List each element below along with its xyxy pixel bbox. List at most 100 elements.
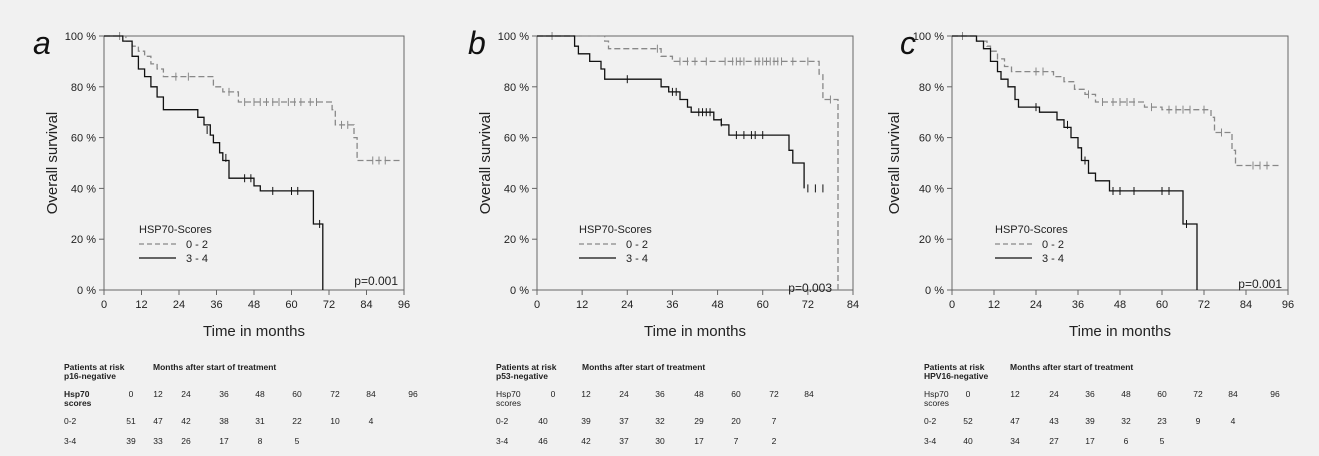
x-tick-label: 0: [534, 299, 540, 311]
x-tick-label: 60: [757, 299, 769, 311]
y-axis: 0 % 20 % 40 % 60 % 80 % 100 %: [913, 31, 952, 297]
risk-count: 17: [219, 436, 229, 446]
risk-month: 12: [153, 389, 163, 399]
risk-count: 9: [1195, 416, 1201, 426]
risk-count: 42: [181, 416, 191, 426]
risk-count: 52: [963, 416, 973, 426]
risk-count: 51: [126, 416, 136, 426]
risk-count: 17: [1085, 436, 1095, 446]
x-tick-label: 36: [666, 299, 678, 311]
risk-count: 23: [1157, 416, 1167, 426]
risk-count: 33: [153, 436, 163, 446]
risk-count: 37: [619, 416, 629, 426]
y-tick-label: 80 %: [919, 82, 944, 94]
y-tick-label: 0 %: [925, 285, 944, 297]
risk-month: 72: [330, 389, 340, 399]
y-tick-label: 60 %: [71, 133, 96, 145]
x-tick-label: 72: [802, 299, 814, 311]
risk-count: 39: [581, 416, 591, 426]
risk-row-label: 0-2: [924, 416, 937, 426]
y-tick-label: 80 %: [71, 82, 96, 94]
x-tick-label: 60: [285, 299, 297, 311]
x-tick-label: 48: [1114, 299, 1126, 311]
risk-count: 4: [1230, 416, 1236, 426]
x-axis: 0 12 24 36 48 60 72 84 96: [101, 290, 410, 311]
risk-month: 72: [1193, 389, 1203, 399]
risk-month: 84: [804, 389, 814, 399]
risk-title-line2: HPV16-negative: [924, 371, 989, 381]
risk-title-line2: p16-negative: [64, 371, 116, 381]
risk-count: 7: [733, 436, 739, 446]
risk-row-label: 3-4: [924, 436, 937, 446]
risk-count: 40: [538, 416, 548, 426]
km-chart-a: a 0 % 20 % 40 % 60 % 80 % 100 % 0 12 24 36 48 60 72…: [33, 25, 410, 340]
risk-count: 10: [330, 416, 340, 426]
risk-count: 7: [771, 416, 777, 426]
legend-entry-3-4: 3 - 4: [626, 253, 648, 265]
risk-month: 84: [366, 389, 376, 399]
risk-title-line1: Patients at risk: [496, 362, 557, 372]
risk-count: 4: [368, 416, 374, 426]
survival-curve-scores-3-4: [952, 35, 1198, 290]
y-tick-label: 60 %: [919, 133, 944, 145]
risk-month: 24: [1049, 389, 1059, 399]
x-tick-label: 24: [173, 299, 185, 311]
risk-count: 2: [771, 436, 777, 446]
risk-month: 48: [1121, 389, 1131, 399]
survival-curve-scores-0-2: [537, 35, 839, 290]
series-group: [537, 32, 839, 290]
legend-title: HSP70-Scores: [579, 224, 652, 236]
legend-entry-0-2: 0 - 2: [626, 239, 648, 251]
risk-month: 36: [1085, 389, 1095, 399]
y-tick-label: 40 %: [919, 183, 944, 195]
y-tick-label: 40 %: [71, 183, 96, 195]
risk-month: 60: [731, 389, 741, 399]
y-tick-label: 60 %: [504, 133, 529, 145]
y-tick-label: 0 %: [77, 285, 96, 297]
risk-count: 46: [538, 436, 548, 446]
y-tick-label: 0 %: [510, 285, 529, 297]
risk-month: 36: [219, 389, 229, 399]
survival-curve-scores-3-4: [537, 35, 805, 189]
risk-count: 31: [255, 416, 265, 426]
x-tick-label: 96: [398, 299, 410, 311]
x-axis-label: Time in months: [203, 323, 305, 340]
risk-count: 32: [1121, 416, 1131, 426]
legend-entry-3-4: 3 - 4: [1042, 253, 1064, 265]
x-tick-label: 0: [949, 299, 955, 311]
legend: HSP70-Scores 0 - 2 3 - 4: [139, 224, 212, 265]
risk-month: 48: [694, 389, 704, 399]
x-tick-label: 48: [248, 299, 260, 311]
x-tick-label: 12: [576, 299, 588, 311]
risk-month: 24: [619, 389, 629, 399]
risk-month: 96: [1270, 389, 1280, 399]
x-tick-label: 60: [1156, 299, 1168, 311]
risk-month: 0: [550, 389, 556, 399]
risk-header: Months after start of treatment: [1010, 362, 1134, 372]
y-tick-label: 80 %: [504, 82, 529, 94]
plot-area: [103, 35, 405, 291]
legend: HSP70-Scores 0 - 2 3 - 4: [995, 224, 1068, 265]
risk-count: 37: [619, 436, 629, 446]
risk-month: 48: [255, 389, 265, 399]
x-tick-label: 24: [621, 299, 633, 311]
risk-count: 34: [1010, 436, 1020, 446]
y-axis-label: Overall survival: [44, 112, 61, 215]
risk-month: 0: [128, 389, 134, 399]
x-tick-label: 12: [135, 299, 147, 311]
legend-title: HSP70-Scores: [995, 224, 1068, 236]
x-tick-label: 84: [1240, 299, 1252, 311]
risk-count: 22: [292, 416, 302, 426]
risk-header: Months after start of treatment: [153, 362, 277, 372]
risk-count: 5: [294, 436, 300, 446]
risk-count: 26: [181, 436, 191, 446]
risk-count: 27: [1049, 436, 1059, 446]
risk-count: 38: [219, 416, 229, 426]
risk-row-label-line2: scores: [924, 398, 950, 408]
risk-month: 12: [581, 389, 591, 399]
risk-count: 40: [963, 436, 973, 446]
y-axis-label: Overall survival: [477, 112, 494, 215]
km-chart-b: b 0 % 20 % 40 % 60 % 80 % 100 % 0 12 24 36 48 60 72…: [468, 25, 859, 340]
risk-title-line1: Patients at risk: [64, 362, 125, 372]
